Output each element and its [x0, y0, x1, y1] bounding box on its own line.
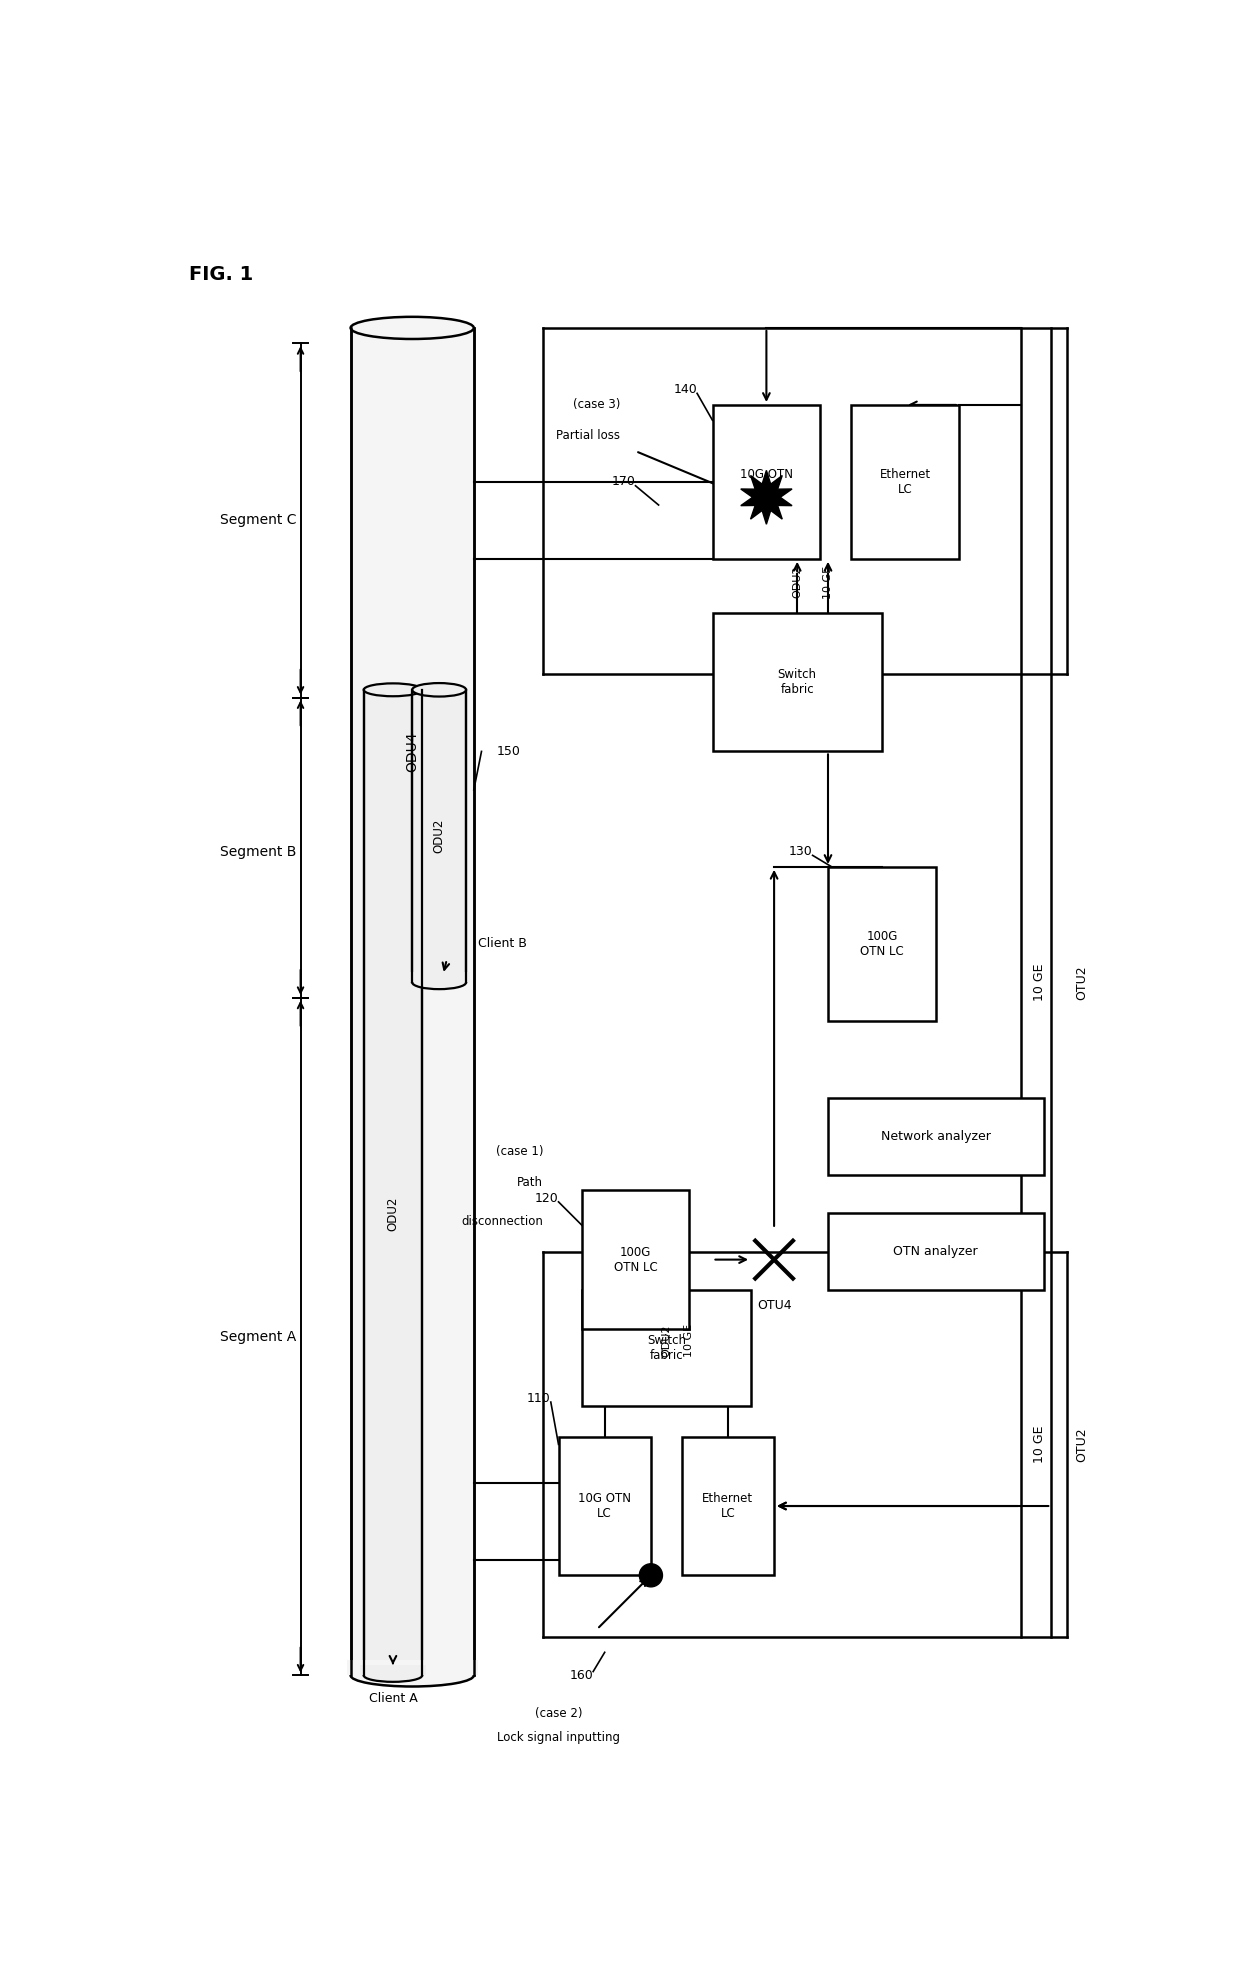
- Bar: [713, 406, 821, 559]
- Bar: [851, 406, 959, 559]
- Polygon shape: [347, 1660, 477, 1676]
- Text: Lock signal inputting: Lock signal inputting: [497, 1731, 620, 1743]
- Ellipse shape: [363, 1670, 422, 1682]
- Polygon shape: [408, 973, 470, 983]
- Text: 170: 170: [611, 475, 635, 488]
- Text: 10G OTN
LC: 10G OTN LC: [740, 469, 792, 496]
- Text: 10 GE: 10 GE: [684, 1323, 694, 1357]
- Bar: [582, 1290, 751, 1406]
- Text: 10 GE: 10 GE: [823, 565, 833, 599]
- Text: 140: 140: [673, 384, 697, 396]
- Polygon shape: [363, 689, 422, 1676]
- Text: ODU2: ODU2: [661, 1325, 671, 1357]
- Text: 10 GE: 10 GE: [1033, 1426, 1047, 1463]
- Bar: [558, 1437, 651, 1575]
- Bar: [682, 1437, 774, 1575]
- Text: OTU4: OTU4: [756, 1300, 791, 1311]
- Text: OTU2: OTU2: [1075, 965, 1089, 1000]
- Text: 10G OTN
LC: 10G OTN LC: [578, 1493, 631, 1520]
- Bar: [828, 1213, 1044, 1290]
- Text: 160: 160: [569, 1670, 594, 1682]
- Text: (case 2): (case 2): [534, 1707, 583, 1721]
- Text: Segment A: Segment A: [219, 1329, 296, 1343]
- Polygon shape: [351, 329, 474, 1676]
- Text: ODU2: ODU2: [433, 819, 445, 853]
- Text: 100G
OTN LC: 100G OTN LC: [614, 1246, 657, 1274]
- Circle shape: [640, 1563, 662, 1587]
- Bar: [828, 866, 936, 1020]
- Text: Segment C: Segment C: [219, 514, 296, 528]
- Ellipse shape: [412, 683, 466, 697]
- Text: 110: 110: [527, 1392, 551, 1404]
- Text: ODU4: ODU4: [405, 730, 419, 772]
- Polygon shape: [360, 1666, 427, 1676]
- Polygon shape: [740, 471, 792, 524]
- Text: 120: 120: [534, 1191, 558, 1205]
- Text: 150: 150: [497, 744, 521, 758]
- Text: OTU2: OTU2: [1075, 1428, 1089, 1461]
- Text: Ethernet
LC: Ethernet LC: [702, 1493, 754, 1520]
- Text: Path: Path: [517, 1175, 543, 1189]
- Text: ODU2: ODU2: [387, 1197, 399, 1231]
- Text: Client A: Client A: [368, 1691, 418, 1705]
- Ellipse shape: [363, 683, 422, 697]
- Ellipse shape: [351, 1664, 474, 1687]
- Text: disconnection: disconnection: [461, 1215, 543, 1227]
- Polygon shape: [412, 689, 466, 983]
- Text: Network analyzer: Network analyzer: [880, 1130, 991, 1142]
- Text: Partial loss: Partial loss: [556, 429, 620, 443]
- Bar: [828, 1099, 1044, 1175]
- Text: Segment B: Segment B: [219, 845, 296, 858]
- Bar: [713, 612, 882, 752]
- Text: 100G
OTN LC: 100G OTN LC: [861, 929, 904, 957]
- Text: 130: 130: [789, 845, 812, 858]
- Bar: [582, 1191, 689, 1329]
- Text: Ethernet
LC: Ethernet LC: [879, 469, 930, 496]
- Text: FIG. 1: FIG. 1: [188, 264, 253, 284]
- Text: Switch
fabric: Switch fabric: [777, 667, 817, 697]
- Text: Switch
fabric: Switch fabric: [647, 1335, 686, 1363]
- Text: Client B: Client B: [477, 937, 527, 951]
- Ellipse shape: [351, 317, 474, 339]
- Text: (case 3): (case 3): [573, 398, 620, 412]
- Text: 10 GE: 10 GE: [1033, 963, 1047, 1000]
- Text: ODU2: ODU2: [792, 565, 802, 599]
- Text: OTN analyzer: OTN analyzer: [894, 1246, 978, 1258]
- Text: (case 1): (case 1): [496, 1146, 543, 1158]
- Ellipse shape: [412, 977, 466, 988]
